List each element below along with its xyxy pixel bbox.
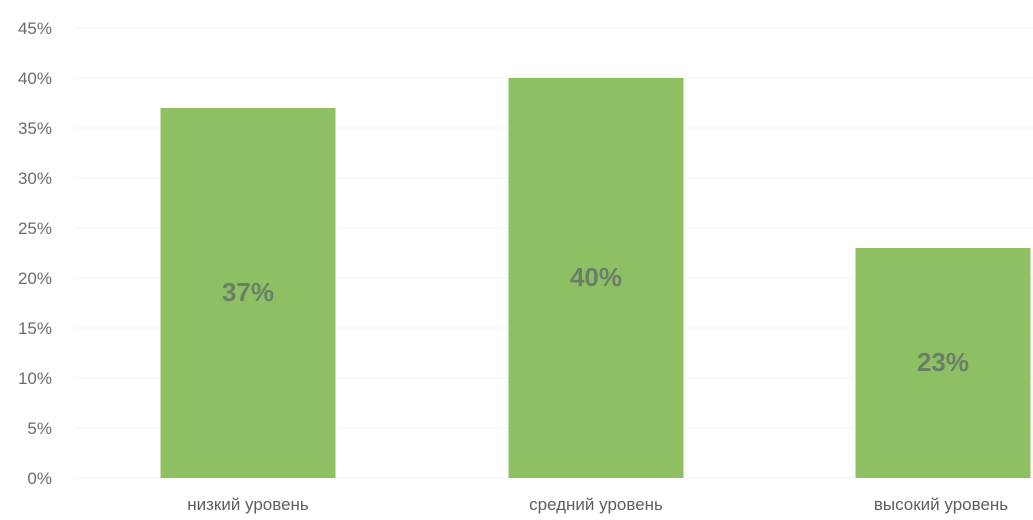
data-labels: 37% 40% 23%: [222, 262, 969, 377]
bar: [160, 108, 336, 478]
y-tick-label: 25%: [18, 219, 52, 238]
bar-series: [160, 78, 1031, 478]
bar-data-label: 37%: [222, 277, 274, 307]
bar-data-label: 40%: [570, 262, 622, 292]
y-tick-label: 5%: [27, 419, 52, 438]
x-category-label: средний уровень: [529, 495, 663, 514]
y-tick-label: 0%: [27, 469, 52, 488]
y-tick-label: 20%: [18, 269, 52, 288]
x-category-label: низкий уровень: [187, 495, 309, 514]
bar-data-label: 23%: [917, 347, 969, 377]
x-axis-category-labels: низкий уровень средний уровень высокий уро…: [187, 495, 1008, 514]
y-tick-label: 30%: [18, 169, 52, 188]
y-tick-label: 10%: [18, 369, 52, 388]
y-tick-label: 15%: [18, 319, 52, 338]
y-tick-label: 45%: [18, 19, 52, 38]
y-tick-label: 35%: [18, 119, 52, 138]
bar: [508, 78, 684, 478]
y-tick-label: 40%: [18, 69, 52, 88]
x-category-label: высокий уровень: [874, 495, 1008, 514]
y-axis-tick-labels: 0% 5% 10% 15% 20% 25% 30% 35% 40% 45%: [18, 19, 52, 488]
bar: [855, 248, 1031, 478]
